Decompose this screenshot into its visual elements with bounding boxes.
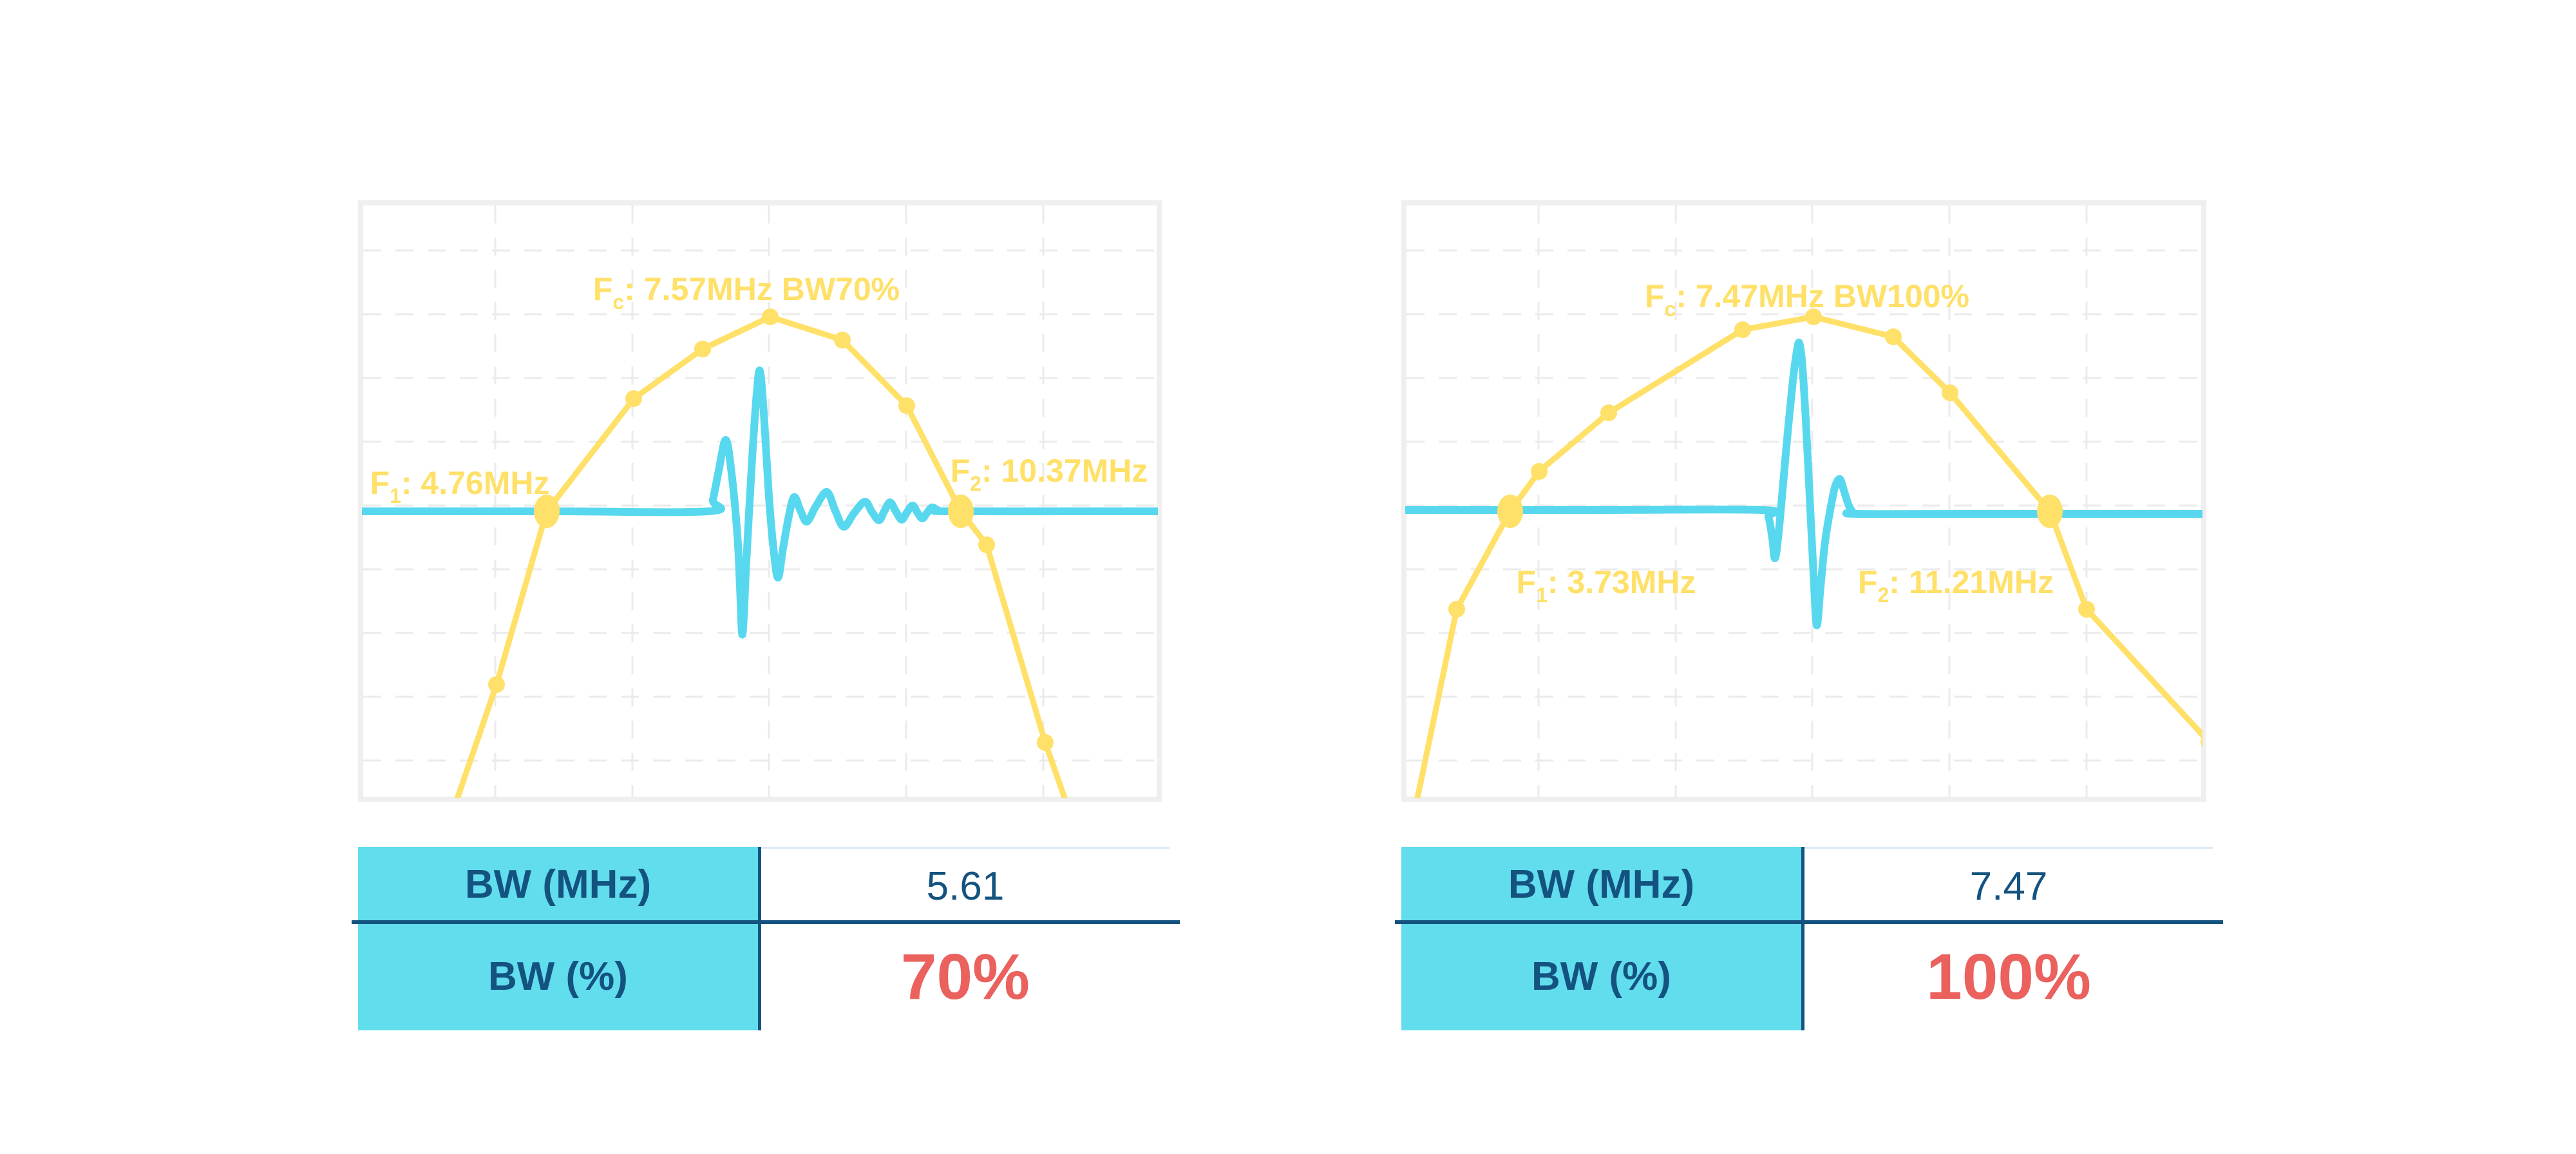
- f2-prefix: F: [1858, 564, 1878, 600]
- table-row-divider: [1395, 920, 2223, 924]
- f2-sub: 2: [1878, 583, 1889, 607]
- chart-title-prefix: F: [593, 271, 613, 307]
- bw-percent-label: BW (%): [488, 954, 628, 999]
- chart-title: Fc: 7.57MHz BW70%: [593, 271, 900, 314]
- bw-mhz-value: 5.61: [926, 864, 1005, 909]
- f2-prefix: F: [951, 453, 971, 489]
- f1-prefix: F: [1517, 564, 1537, 600]
- table-value-column: 7.47 100%: [1804, 847, 2213, 1030]
- spectrum-marker: [1531, 463, 1548, 480]
- table-label-column: BW (MHz) BW (%): [358, 847, 758, 1030]
- f2-rest: : 11.21MHz: [1889, 564, 2054, 600]
- spectrum-marker: [1942, 384, 1958, 401]
- plot-area: [1401, 200, 2206, 802]
- chart-title-rest: : 7.57MHz BW70%: [624, 271, 900, 307]
- plot-area: [358, 200, 1162, 802]
- bw-percent-value: 100%: [1926, 941, 2091, 1013]
- table-label-column: BW (MHz) BW (%): [1401, 847, 1801, 1030]
- spectrum-marker: [2201, 736, 2202, 748]
- f-cutoff-marker: [534, 495, 560, 528]
- chart-title-rest: : 7.47MHz BW100%: [1676, 278, 1969, 314]
- bw-mhz-value: 7.47: [1969, 864, 2048, 909]
- f2-label: F2: 11.21MHz: [1858, 564, 2054, 607]
- spectrum-marker: [1805, 308, 1822, 325]
- bw-table-left: BW (MHz) BW (%) 5.61 70%: [352, 847, 1180, 1030]
- bw-percent-value: 70%: [900, 941, 1030, 1013]
- f-cutoff-marker: [2037, 495, 2063, 528]
- f1-sub: 1: [1536, 583, 1548, 607]
- chart-title-sub: c: [1665, 298, 1676, 321]
- spectrum-marker: [488, 676, 505, 693]
- pulse-waveform: [362, 366, 1158, 639]
- f2-label: F2: 10.37MHz: [951, 453, 1148, 495]
- spectrum-marker: [1885, 328, 1902, 345]
- f-cutoff-marker: [948, 495, 974, 528]
- bw-percent-label: BW (%): [1531, 954, 1671, 999]
- chart-title-sub: c: [612, 290, 624, 314]
- plot-frame: [1401, 200, 2206, 802]
- f1-rest: : 4.76MHz: [401, 465, 550, 501]
- spectrum-marker: [694, 341, 711, 357]
- spectrum-chart-right: Fc: 7.47MHz BW100% F1: 3.73MHz F2: 11.21…: [1401, 200, 2206, 802]
- table-row-divider: [352, 920, 1180, 924]
- f2-rest: : 10.37MHz: [981, 453, 1148, 489]
- f1-rest: : 3.73MHz: [1548, 564, 1696, 600]
- spectrum-marker: [1734, 321, 1751, 338]
- f1-label: F1: 3.73MHz: [1517, 564, 1696, 607]
- spectrum-marker: [1600, 404, 1617, 421]
- spectrum-marker: [762, 308, 779, 325]
- chart-title-prefix: F: [1645, 278, 1665, 314]
- spectrum-marker: [978, 536, 995, 553]
- chart-title: Fc: 7.47MHz BW100%: [1645, 278, 1969, 321]
- spectrum-marker: [1448, 601, 1465, 618]
- f1-label: F1: 4.76MHz: [370, 465, 550, 507]
- table-value-column: 5.61 70%: [761, 847, 1170, 1030]
- table-vertical-divider: [1801, 847, 1804, 1030]
- spectrum-marker: [834, 332, 851, 348]
- f1-prefix: F: [370, 465, 390, 501]
- table-vertical-divider: [758, 847, 761, 1030]
- bw-mhz-label: BW (MHz): [464, 862, 652, 907]
- bw-mhz-label: BW (MHz): [1508, 862, 1695, 907]
- f1-sub: 1: [390, 484, 401, 507]
- spectrum-marker: [1037, 734, 1054, 751]
- pulse-waveform: [1405, 338, 2202, 630]
- spectrum-marker: [898, 397, 915, 414]
- spectrum-curve: [1414, 314, 2202, 798]
- spectrum-curve: [454, 314, 1068, 798]
- bw-table-right: BW (MHz) BW (%) 7.47 100%: [1395, 847, 2223, 1030]
- spectrum-marker: [625, 390, 642, 407]
- f-cutoff-marker: [1497, 495, 1523, 528]
- f2-sub: 2: [970, 472, 981, 495]
- spectrum-marker: [2078, 601, 2095, 618]
- spectrum-chart-left: Fc: 7.57MHz BW70% F1: 4.76MHz F2: 10.37M…: [358, 200, 1162, 802]
